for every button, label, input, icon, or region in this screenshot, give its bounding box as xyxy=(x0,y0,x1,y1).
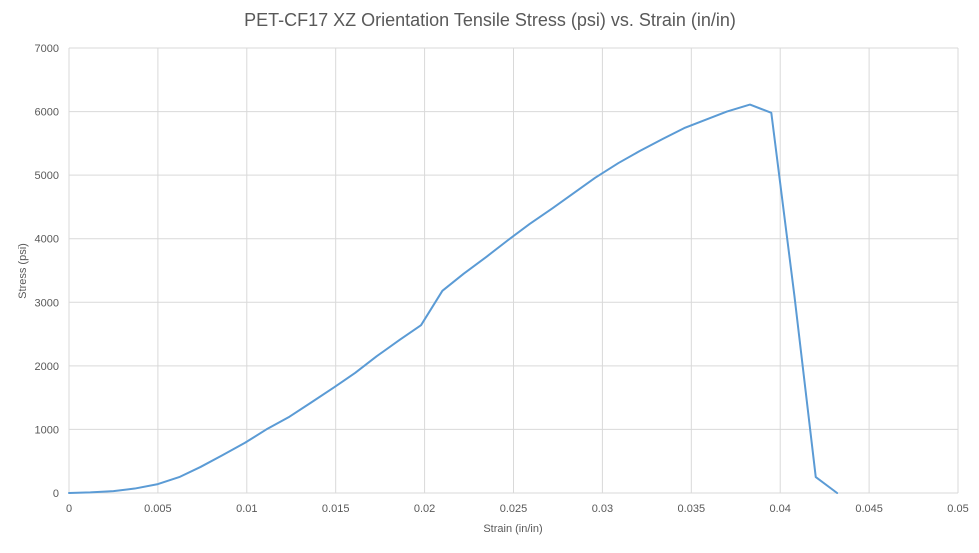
x-axis-label: Strain (in/in) xyxy=(483,523,542,535)
data-point xyxy=(726,111,728,113)
data-point xyxy=(134,488,136,490)
data-point xyxy=(420,324,422,326)
y-tick-label: 3000 xyxy=(35,297,59,309)
x-tick-label: 0.05 xyxy=(947,503,968,515)
data-point xyxy=(157,483,159,485)
data-point xyxy=(441,290,443,292)
data-point xyxy=(815,476,817,478)
data-point xyxy=(463,273,465,275)
x-tick-label: 0.015 xyxy=(322,503,350,515)
data-point xyxy=(749,104,751,106)
data-point xyxy=(333,386,335,388)
data-point xyxy=(639,150,641,152)
y-tick-label: 0 xyxy=(53,488,59,500)
y-tick-label: 7000 xyxy=(35,43,59,55)
tick-labels: 0 1000 2000 3000 4000 5000 6000 7000 0 0.005 0.01 0… xyxy=(35,43,969,515)
data-point xyxy=(486,256,488,258)
data-point xyxy=(288,416,290,418)
y-tick-label: 6000 xyxy=(35,107,59,119)
data-point xyxy=(354,372,356,374)
data-point xyxy=(770,112,772,114)
x-tick-label: 0.045 xyxy=(855,503,883,515)
y-axis-label: Stress (psi) xyxy=(17,243,29,299)
data-point xyxy=(552,207,554,209)
x-tick-label: 0 xyxy=(66,503,72,515)
data-point xyxy=(200,466,202,468)
x-tick-label: 0.035 xyxy=(678,503,706,515)
data-point xyxy=(836,492,838,494)
data-point xyxy=(507,239,509,241)
data-point xyxy=(793,295,795,297)
data-point xyxy=(662,138,664,140)
data-point xyxy=(573,192,575,194)
data-point xyxy=(310,402,312,404)
x-tick-label: 0.03 xyxy=(592,503,613,515)
data-point xyxy=(617,162,619,164)
chart-title: PET-CF17 XZ Orientation Tensile Stress (… xyxy=(244,10,736,30)
data-point xyxy=(683,127,685,129)
x-tick-label: 0.025 xyxy=(500,503,528,515)
y-tick-label: 1000 xyxy=(35,424,59,436)
y-tick-label: 5000 xyxy=(35,170,59,182)
data-point xyxy=(178,476,180,478)
x-tick-label: 0.04 xyxy=(769,503,790,515)
data-point xyxy=(265,428,267,430)
data-point xyxy=(594,177,596,179)
data-point xyxy=(244,442,246,444)
data-point xyxy=(68,492,70,494)
grid-lines xyxy=(69,47,959,493)
series-layer xyxy=(68,103,839,494)
axes xyxy=(68,48,958,494)
data-point xyxy=(399,339,401,341)
data-point xyxy=(89,491,91,493)
x-tick-label: 0.005 xyxy=(144,503,172,515)
data-point xyxy=(529,223,531,225)
x-tick-label: 0.01 xyxy=(236,503,257,515)
series-line xyxy=(68,103,839,494)
y-tick-label: 2000 xyxy=(35,361,59,373)
x-tick-label: 0.02 xyxy=(414,503,435,515)
data-point xyxy=(376,355,378,357)
data-point xyxy=(221,454,223,456)
data-point xyxy=(112,490,114,492)
y-tick-label: 4000 xyxy=(35,234,59,246)
data-point xyxy=(705,119,707,121)
